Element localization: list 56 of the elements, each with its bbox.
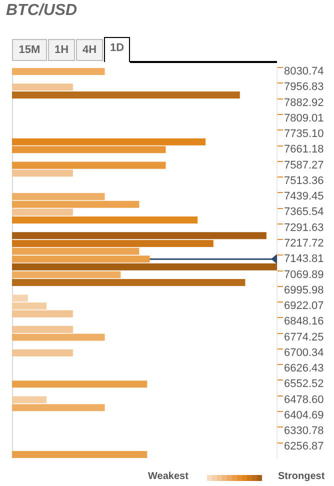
bar xyxy=(12,396,46,404)
bar xyxy=(12,349,73,356)
bar xyxy=(12,263,277,270)
bar xyxy=(12,271,121,278)
bar xyxy=(12,279,246,286)
bar xyxy=(12,294,28,302)
y-tick-label: 6626.43 xyxy=(284,362,324,375)
text: 1D xyxy=(104,37,130,62)
bar xyxy=(12,68,105,76)
y-tick-label: 7809.01 xyxy=(284,112,324,124)
bar xyxy=(12,84,73,91)
y-tick-label: 7143.81 xyxy=(284,253,324,266)
bar xyxy=(12,162,166,169)
text: Strongest xyxy=(278,471,325,482)
chart-title: BTC/USD xyxy=(6,2,78,20)
bar xyxy=(12,193,105,200)
y-tick-label: 6256.87 xyxy=(284,440,324,453)
bar xyxy=(12,380,148,388)
bar xyxy=(12,216,198,224)
y-tick-label: 7587.27 xyxy=(284,159,324,172)
y-tick-label: 7365.54 xyxy=(284,206,324,218)
y-tick-label: 6700.34 xyxy=(284,346,324,359)
bar xyxy=(12,146,166,154)
bar xyxy=(12,450,148,458)
y-tick-label: 7882.92 xyxy=(284,96,324,109)
bar xyxy=(12,91,240,98)
bar xyxy=(12,334,105,341)
y-tick-label: 6330.78 xyxy=(284,425,324,438)
y-tick-label: 8030.74 xyxy=(284,66,324,78)
y-tick-label: 6404.69 xyxy=(284,409,324,422)
y-tick-label: 6922.07 xyxy=(284,300,324,312)
y-tick-label: 6478.60 xyxy=(284,394,324,406)
bar xyxy=(12,240,214,247)
y-tick-label: 7069.89 xyxy=(284,268,324,281)
bar xyxy=(12,170,73,177)
y-tick-label: 7513.36 xyxy=(284,174,324,187)
bar xyxy=(12,232,266,240)
bar xyxy=(12,138,206,146)
y-tick-label: 6995.98 xyxy=(284,284,324,296)
y-tick-label: 7735.10 xyxy=(284,128,324,140)
text: 1H xyxy=(48,39,75,61)
y-tick-label: 7217.72 xyxy=(284,237,324,250)
text: 15M xyxy=(12,39,47,61)
y-tick-label: 7661.18 xyxy=(284,144,324,156)
bar xyxy=(12,200,140,208)
bar xyxy=(12,208,73,216)
y-tick-label: 7956.83 xyxy=(284,81,324,94)
y-tick-label: 7291.63 xyxy=(284,222,324,234)
bar xyxy=(12,326,73,333)
y-tick-label: 6552.52 xyxy=(284,378,324,390)
y-tick-label: 7439.45 xyxy=(284,190,324,203)
bar xyxy=(12,404,105,412)
text: 4H xyxy=(76,39,103,61)
y-tick-label: 6848.16 xyxy=(284,316,324,328)
text: Weakest xyxy=(148,471,188,482)
y-tick-label: 6774.25 xyxy=(284,331,324,344)
